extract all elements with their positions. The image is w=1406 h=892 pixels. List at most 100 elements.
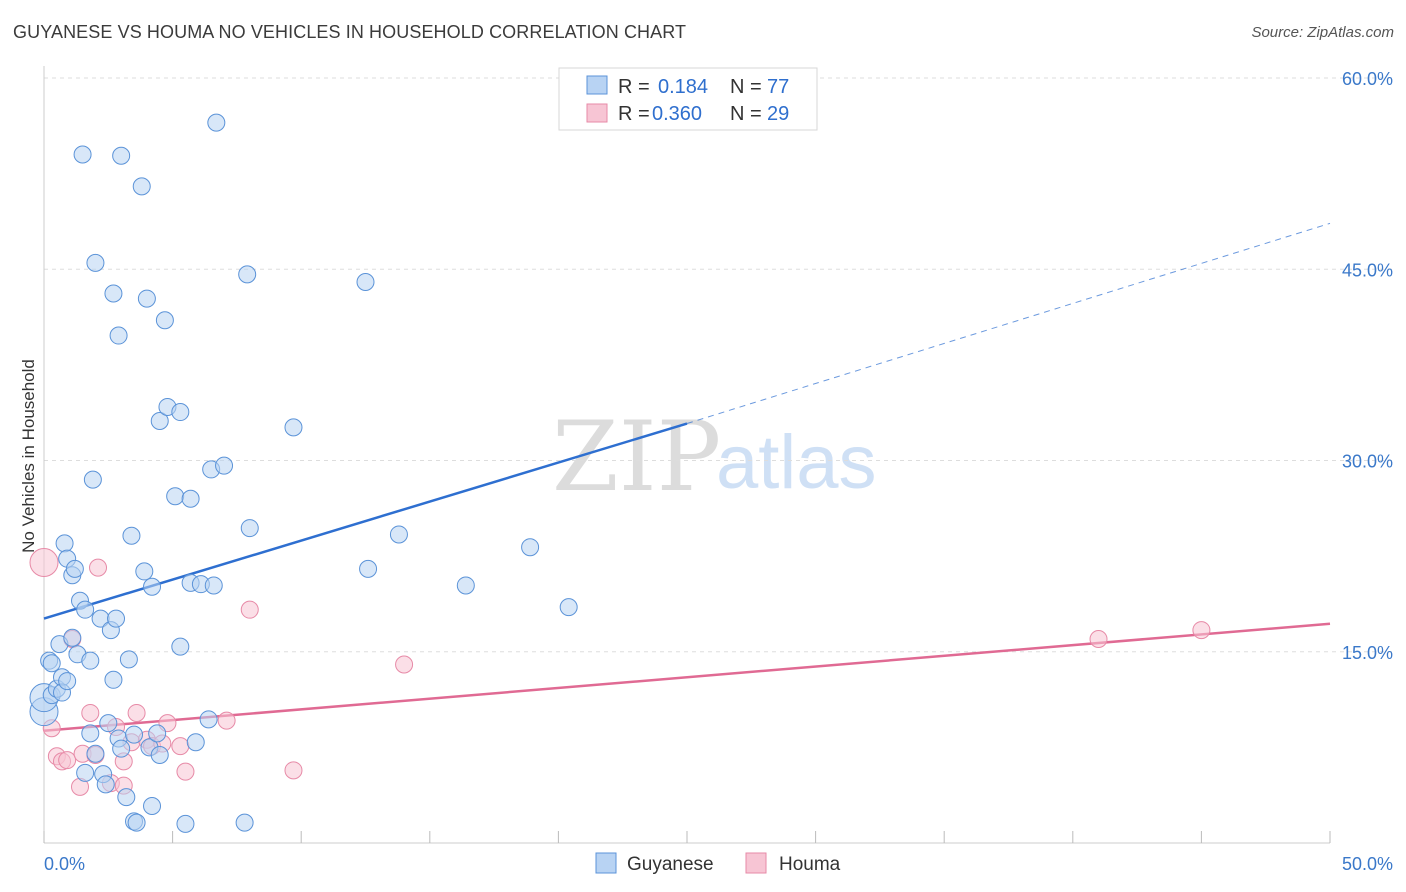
guyanese-point-71 bbox=[389, 525, 408, 544]
guyanese-point-9 bbox=[55, 534, 74, 553]
guyanese-point-46 bbox=[143, 577, 162, 596]
guyanese-point-35 bbox=[117, 788, 136, 807]
guyanese-point-72 bbox=[456, 576, 475, 595]
houma-trend-line bbox=[43, 622, 1331, 733]
legend-r-label-1: R = bbox=[618, 76, 650, 98]
guyanese-point-63 bbox=[207, 113, 226, 132]
data-points bbox=[29, 113, 1211, 833]
houma-point-0 bbox=[29, 548, 59, 577]
legend-n-value-2: 29 bbox=[767, 103, 789, 125]
y-axis-label: No Vehicles in Household bbox=[19, 359, 38, 553]
guyanese-point-18 bbox=[76, 763, 95, 782]
guyanese-point-60 bbox=[199, 710, 218, 729]
legend-n-label-2: N = bbox=[730, 103, 762, 125]
legend-swatch-guyanese bbox=[586, 75, 608, 95]
guyanese-point-58 bbox=[186, 733, 205, 752]
bottom-swatch-houma bbox=[745, 852, 767, 874]
guyanese-point-11 bbox=[58, 672, 77, 691]
guyanese-point-26 bbox=[96, 775, 115, 794]
guyanese-point-68 bbox=[284, 418, 303, 437]
y-tick-label-0: 15.0% bbox=[1342, 643, 1393, 663]
guyanese-point-37 bbox=[122, 526, 141, 545]
guyanese-point-41 bbox=[132, 177, 151, 196]
guyanese-point-52 bbox=[166, 487, 185, 506]
tick-labels: 15.0% 30.0% 45.0% 60.0% 0.0% 50.0% bbox=[44, 69, 1393, 874]
source-label: Source: ZipAtlas.com bbox=[1251, 24, 1394, 41]
legend-r-label-2: R = bbox=[618, 103, 650, 125]
y-tick-label-3: 60.0% bbox=[1342, 69, 1393, 89]
guyanese-point-55 bbox=[176, 814, 195, 833]
legend-r-value-2: 0.360 bbox=[652, 103, 702, 125]
guyanese-point-47 bbox=[148, 724, 167, 743]
houma-point-10 bbox=[89, 558, 108, 577]
guyanese-trend-line bbox=[43, 422, 688, 620]
guyanese-point-17 bbox=[76, 600, 95, 619]
guyanese-point-73 bbox=[521, 538, 540, 557]
guyanese-point-27 bbox=[99, 714, 118, 733]
guyanese-point-45 bbox=[143, 797, 162, 816]
x-tick-label-1: 50.0% bbox=[1342, 854, 1393, 874]
houma-point-27 bbox=[1089, 630, 1108, 648]
houma-point-21 bbox=[171, 737, 190, 756]
guyanese-point-29 bbox=[104, 670, 123, 689]
houma-point-25 bbox=[284, 761, 303, 780]
x-tick-label-0: 0.0% bbox=[44, 854, 85, 874]
guyanese-point-64 bbox=[215, 456, 234, 475]
guyanese-point-50 bbox=[155, 311, 174, 330]
houma-point-4 bbox=[58, 751, 77, 770]
houma-point-28 bbox=[1192, 621, 1211, 640]
guyanese-point-49 bbox=[150, 411, 169, 430]
guyanese-point-42 bbox=[135, 562, 154, 581]
bottom-legend-guyanese: Guyanese bbox=[627, 854, 714, 875]
guyanese-point-19 bbox=[81, 724, 100, 743]
guyanese-point-69 bbox=[356, 273, 375, 291]
guyanese-point-67 bbox=[240, 519, 259, 538]
houma-point-26 bbox=[395, 655, 414, 674]
bottom-swatch-guyanese bbox=[595, 852, 617, 874]
guyanese-point-66 bbox=[238, 265, 257, 284]
bottom-legend-houma: Houma bbox=[779, 854, 841, 875]
guyanese-point-65 bbox=[235, 813, 254, 832]
watermark-atlas: atlas bbox=[716, 420, 877, 505]
guyanese-point-76 bbox=[112, 146, 131, 165]
guyanese-point-43 bbox=[137, 289, 156, 308]
guyanese-point-62 bbox=[204, 576, 223, 595]
guyanese-point-33 bbox=[109, 326, 128, 345]
guyanese-point-30 bbox=[104, 284, 123, 303]
guyanese-point-14 bbox=[63, 628, 82, 647]
guyanese-point-54 bbox=[171, 637, 190, 656]
legend-n-label-1: N = bbox=[730, 76, 762, 98]
stats-legend: R = 0.184 N = 77 R = 0.360 N = 29 bbox=[558, 67, 818, 131]
guyanese-point-34 bbox=[112, 739, 131, 758]
guyanese-trend-projection bbox=[686, 222, 1331, 425]
guyanese-point-36 bbox=[119, 650, 138, 669]
guyanese-point-39 bbox=[125, 725, 144, 744]
guyanese-point-21 bbox=[83, 470, 102, 489]
legend-n-value-1: 77 bbox=[767, 76, 789, 98]
guyanese-point-74 bbox=[559, 598, 578, 617]
guyanese-point-20 bbox=[81, 651, 100, 670]
houma-point-23 bbox=[217, 711, 236, 730]
houma-point-24 bbox=[240, 600, 259, 619]
guyanese-point-3 bbox=[42, 654, 61, 673]
y-tick-label-1: 30.0% bbox=[1342, 452, 1393, 472]
guyanese-point-23 bbox=[86, 744, 105, 763]
houma-point-16 bbox=[127, 703, 146, 722]
guyanese-point-53 bbox=[171, 403, 190, 422]
guyanese-point-40 bbox=[127, 813, 146, 832]
guyanese-point-13 bbox=[65, 559, 84, 578]
houma-point-22 bbox=[176, 762, 195, 781]
guyanese-point-70 bbox=[359, 559, 378, 578]
guyanese-point-31 bbox=[107, 609, 126, 628]
guyanese-point-22 bbox=[86, 253, 105, 272]
guyanese-point-48 bbox=[150, 746, 169, 765]
gridlines bbox=[44, 77, 1392, 653]
guyanese-point-75 bbox=[73, 145, 92, 164]
houma-point-8 bbox=[81, 703, 100, 722]
chart-title: GUYANESE VS HOUMA NO VEHICLES IN HOUSEHO… bbox=[13, 22, 687, 42]
legend-r-value-1: 0.184 bbox=[658, 76, 708, 98]
y-tick-label-2: 45.0% bbox=[1342, 260, 1393, 280]
guyanese-point-56 bbox=[181, 489, 200, 508]
legend-swatch-houma bbox=[586, 103, 608, 123]
